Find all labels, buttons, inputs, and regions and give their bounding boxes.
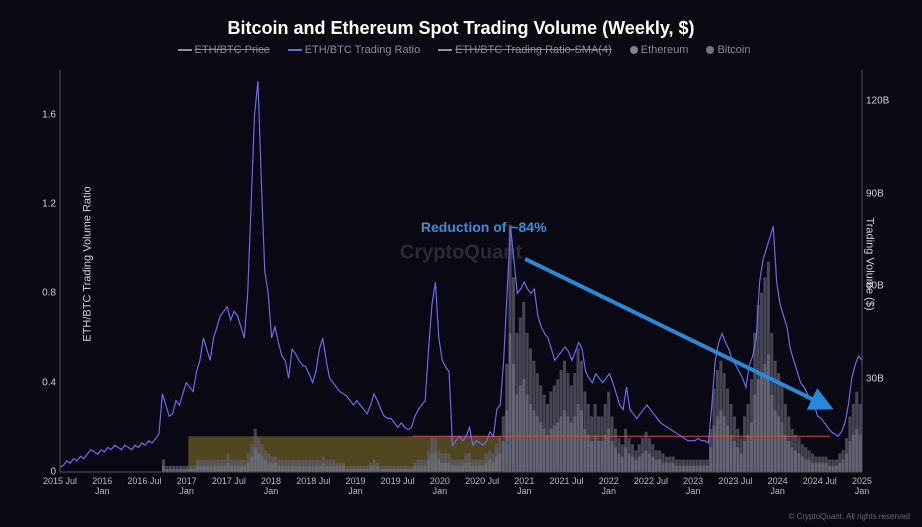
x-tick: 2018Jan [261, 477, 281, 497]
legend: ETH/BTC Price ETH/BTC Trading Ratio ETH/BT… [0, 44, 922, 56]
legend-item[interactable]: ETH/BTC Trading Ratio [282, 44, 421, 56]
legend-item[interactable]: ETH/BTC Trading Ratio-SMA(4) [432, 44, 611, 56]
x-tick: 2017Jan [177, 477, 197, 497]
legend-item[interactable]: ETH/BTC Price [172, 44, 270, 56]
y-tick-right: 90B [866, 188, 884, 199]
annotation-text: Reduction of ~84% [421, 219, 547, 235]
y-ticks-right: 30B 60B 90B 120B [866, 70, 892, 472]
y-tick-right: 120B [866, 95, 889, 106]
x-tick: 2016 Jul [127, 477, 161, 487]
plot-area [60, 70, 862, 472]
x-tick: 2024 Jul [803, 477, 837, 487]
x-tick: 2018 Jul [296, 477, 330, 487]
y-tick-left: 1.2 [42, 199, 56, 210]
x-tick: 2025Jan [852, 477, 872, 497]
y-ticks-left: 00.40.81.21.6 [30, 70, 56, 472]
x-tick: 2015 Jul [43, 477, 77, 487]
legend-item[interactable]: Ethereum [624, 44, 689, 56]
y-tick-right: 60B [866, 281, 884, 292]
x-tick: 2017 Jul [212, 477, 246, 487]
chart-title: Bitcoin and Ethereum Spot Trading Volume… [0, 18, 922, 39]
y-tick-right: 30B [866, 374, 884, 385]
x-ticks: 2015 Jul2016Jan2016 Jul2017Jan2017 Jul20… [60, 477, 862, 497]
x-tick: 2020 Jul [465, 477, 499, 487]
x-tick: 2023 Jul [718, 477, 752, 487]
legend-item[interactable]: Bitcoin [700, 44, 750, 56]
chart-container: Bitcoin and Ethereum Spot Trading Volume… [0, 0, 922, 527]
x-tick: 2019Jan [345, 477, 365, 497]
x-tick: 2022 Jul [634, 477, 668, 487]
x-tick: 2020Jan [430, 477, 450, 497]
y-tick-left: 0.8 [42, 288, 56, 299]
x-tick: 2019 Jul [381, 477, 415, 487]
y-tick-left: 0.4 [42, 377, 56, 388]
copyright: © CryptoQuant. All rights reserved [789, 512, 911, 521]
x-tick: 2021 Jul [550, 477, 584, 487]
x-tick: 2022Jan [599, 477, 619, 497]
x-tick: 2024Jan [768, 477, 788, 497]
x-tick: 2023Jan [683, 477, 703, 497]
y-tick-left: 1.6 [42, 109, 56, 120]
x-tick: 2016Jan [92, 477, 112, 497]
x-tick: 2021Jan [514, 477, 534, 497]
